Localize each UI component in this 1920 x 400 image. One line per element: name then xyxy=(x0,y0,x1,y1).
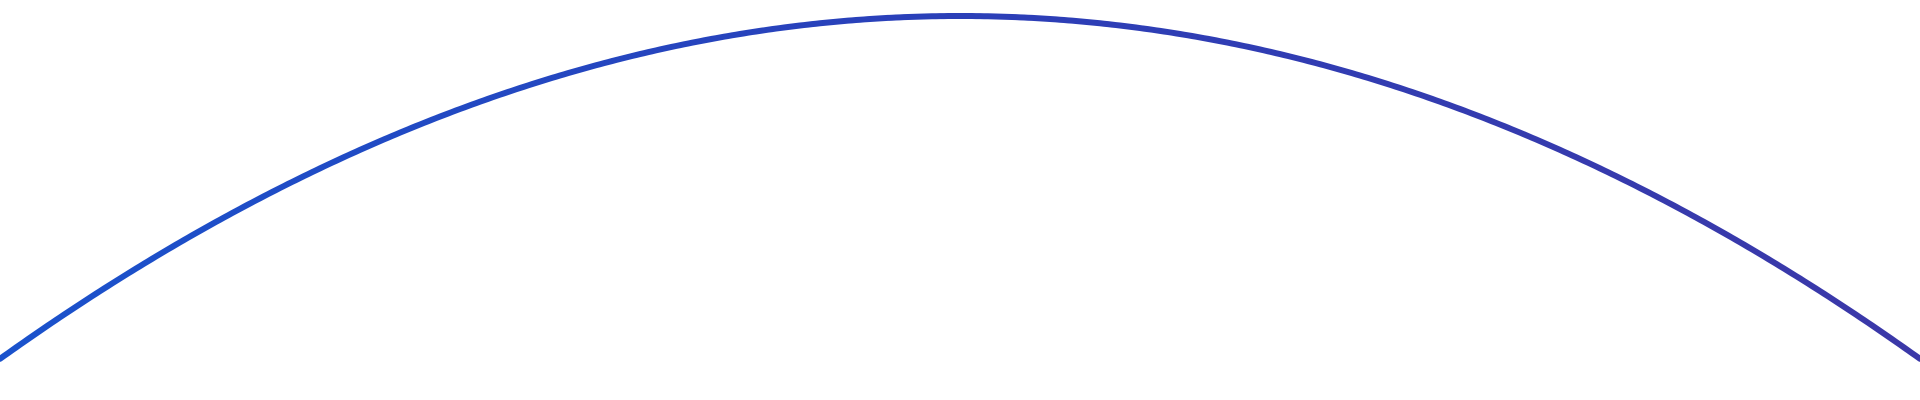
parabola-curve xyxy=(0,13,1920,362)
